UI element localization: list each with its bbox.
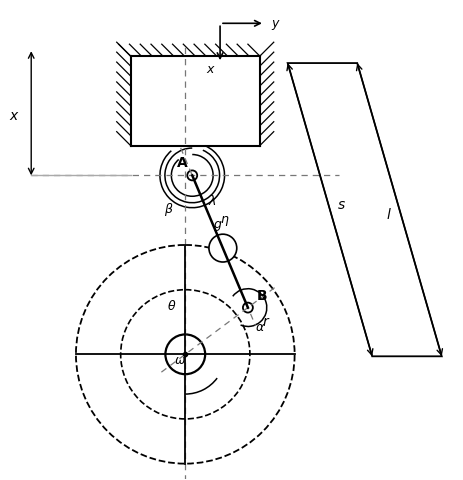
- Text: A: A: [176, 156, 187, 170]
- Text: ω: ω: [175, 354, 186, 367]
- Circle shape: [243, 302, 252, 312]
- Text: B: B: [256, 288, 267, 303]
- Text: g: g: [213, 218, 221, 231]
- Circle shape: [208, 234, 236, 262]
- Text: x: x: [206, 63, 213, 76]
- Circle shape: [187, 170, 197, 180]
- Text: η: η: [219, 213, 227, 226]
- Text: β: β: [164, 203, 172, 216]
- Text: θ: θ: [167, 300, 175, 312]
- Text: α: α: [255, 322, 263, 335]
- Text: r: r: [262, 315, 267, 329]
- Text: x: x: [9, 109, 18, 123]
- Text: l: l: [386, 208, 389, 222]
- Text: λ: λ: [208, 195, 215, 208]
- Text: s: s: [337, 198, 344, 212]
- Text: y: y: [270, 17, 278, 30]
